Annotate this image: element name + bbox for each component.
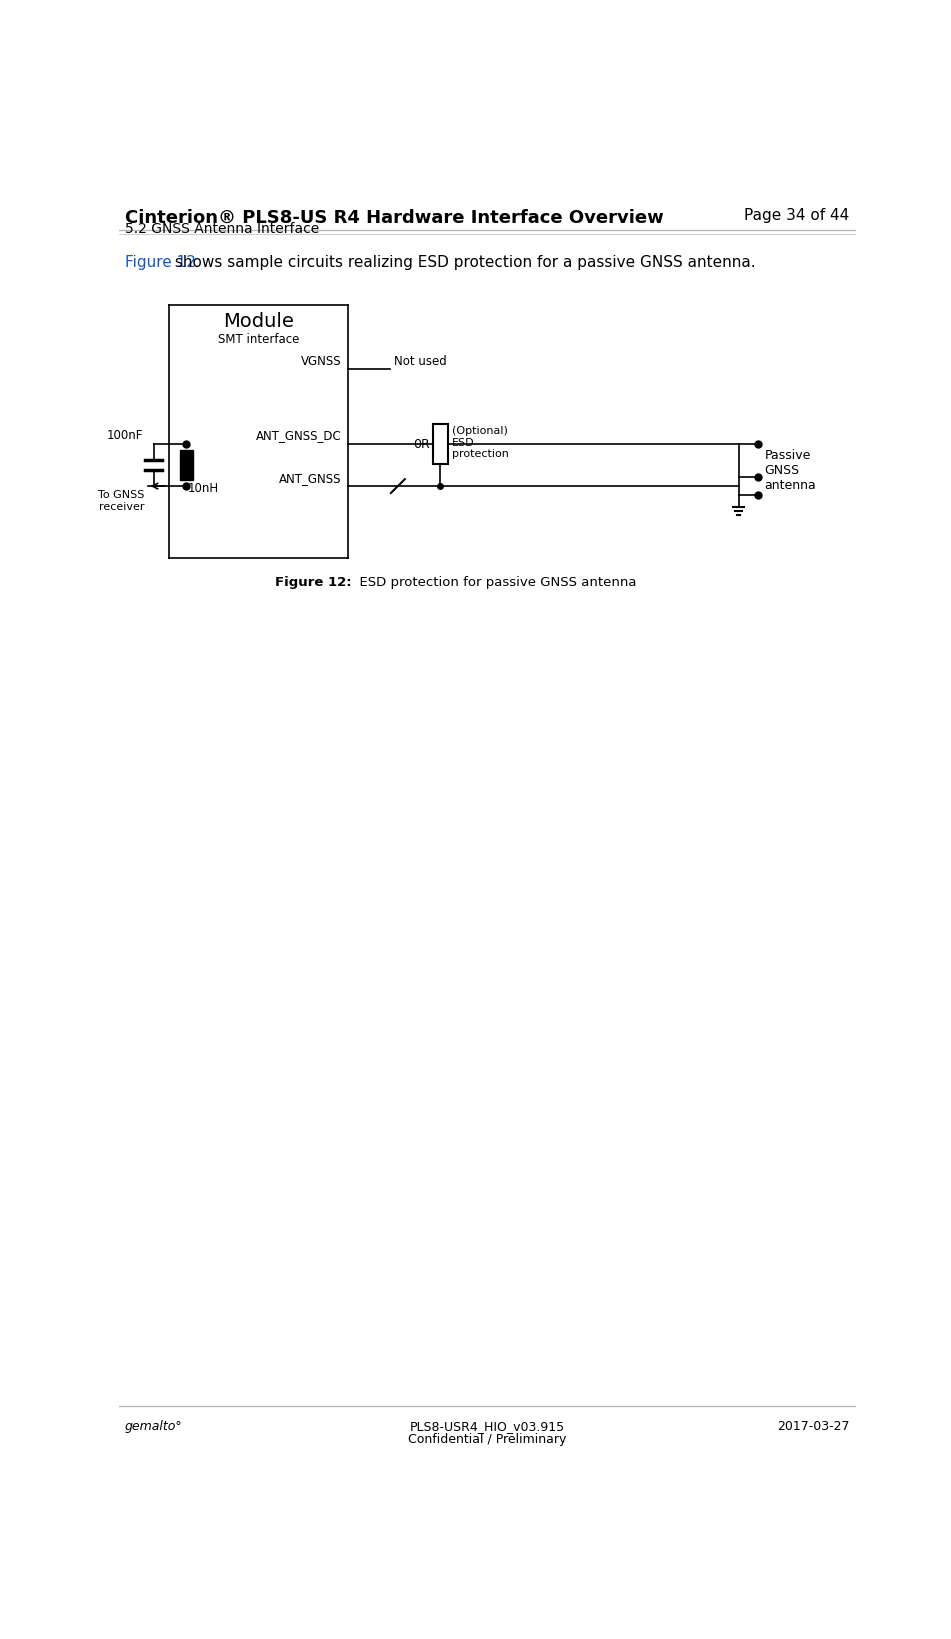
Text: Figure 12: Figure 12 bbox=[126, 254, 196, 269]
Text: 5.2 GNSS Antenna Interface: 5.2 GNSS Antenna Interface bbox=[126, 221, 320, 236]
Text: Confidential / Preliminary: Confidential / Preliminary bbox=[408, 1432, 566, 1446]
Text: ESD protection for passive GNSS antenna: ESD protection for passive GNSS antenna bbox=[351, 575, 637, 588]
Text: Module: Module bbox=[223, 311, 294, 331]
Text: Passive
GNSS
antenna: Passive GNSS antenna bbox=[765, 449, 816, 492]
Text: shows sample circuits realizing ESD protection for a passive GNSS antenna.: shows sample circuits realizing ESD prot… bbox=[170, 254, 756, 269]
Text: ANT_GNSS: ANT_GNSS bbox=[279, 472, 341, 485]
Text: 0R: 0R bbox=[413, 438, 430, 451]
Text: Figure 12:: Figure 12: bbox=[275, 575, 351, 588]
Text: (Optional)
ESD
protection: (Optional) ESD protection bbox=[452, 426, 509, 459]
Text: 100nF: 100nF bbox=[107, 429, 143, 443]
Bar bbox=[180, 451, 192, 480]
Bar bbox=[433, 425, 448, 464]
Text: Not used: Not used bbox=[394, 354, 447, 367]
Text: VGNSS: VGNSS bbox=[301, 354, 341, 367]
Text: 10nH: 10nH bbox=[188, 482, 219, 495]
Text: SMT interface: SMT interface bbox=[218, 333, 299, 346]
Text: To GNSS
receiver: To GNSS receiver bbox=[98, 490, 145, 511]
Text: Page 34 of 44: Page 34 of 44 bbox=[745, 208, 849, 223]
Text: ANT_GNSS_DC: ANT_GNSS_DC bbox=[256, 429, 341, 443]
Text: Cinterion® PLS8-US R4 Hardware Interface Overview: Cinterion® PLS8-US R4 Hardware Interface… bbox=[126, 208, 664, 226]
Text: gemalto°: gemalto° bbox=[126, 1419, 183, 1432]
Text: 2017-03-27: 2017-03-27 bbox=[777, 1419, 849, 1432]
Text: PLS8-USR4_HIO_v03.915: PLS8-USR4_HIO_v03.915 bbox=[410, 1419, 565, 1432]
